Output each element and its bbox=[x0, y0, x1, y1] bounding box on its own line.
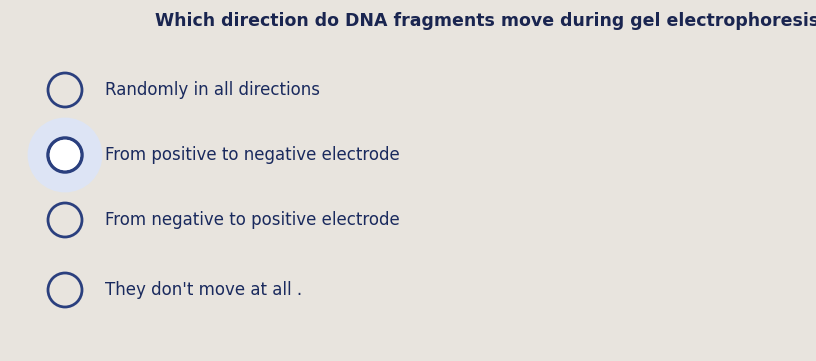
Text: From positive to negative electrode: From positive to negative electrode bbox=[105, 146, 400, 164]
Text: They don't move at all .: They don't move at all . bbox=[105, 281, 302, 299]
Ellipse shape bbox=[50, 140, 80, 170]
Text: From negative to positive electrode: From negative to positive electrode bbox=[105, 211, 400, 229]
Text: Which direction do DNA fragments move during gel electrophoresis?: Which direction do DNA fragments move du… bbox=[155, 12, 816, 30]
Text: Randomly in all directions: Randomly in all directions bbox=[105, 81, 320, 99]
Ellipse shape bbox=[28, 118, 102, 192]
